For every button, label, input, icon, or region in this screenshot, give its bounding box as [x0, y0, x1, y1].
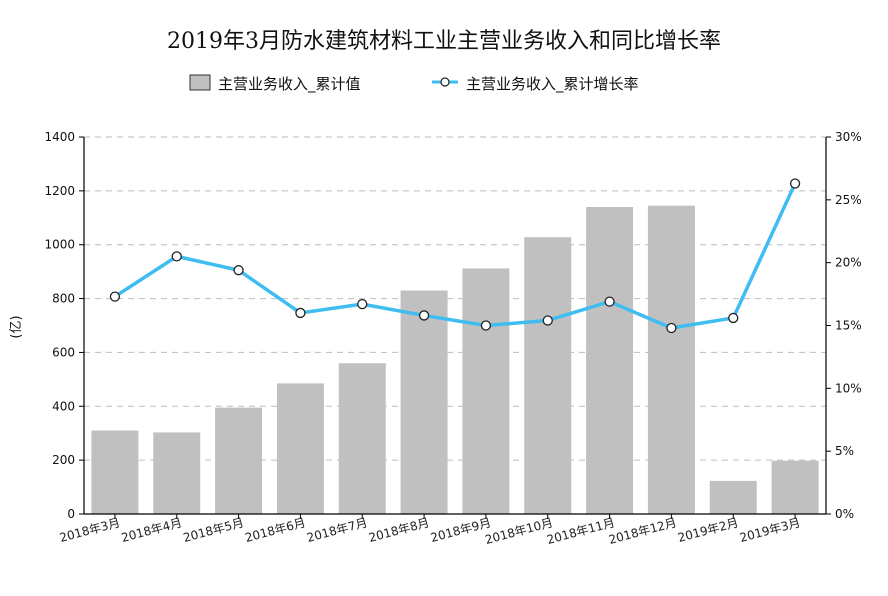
x-tick-label: 2018年9月: [429, 515, 493, 545]
line-series: [109, 178, 801, 334]
y-axis-label: (亿): [9, 315, 24, 338]
bar: [709, 480, 757, 514]
bar: [771, 460, 819, 514]
y2-axis-ticks: 0% 5% 10% 15% 20% 25% 30%: [826, 130, 862, 521]
y-tick-label: 600: [52, 345, 75, 359]
y2-tick-label: 25%: [835, 193, 862, 207]
line-point: [542, 315, 553, 326]
bar: [276, 383, 324, 514]
bar: [153, 432, 201, 514]
y-axis-ticks: 0 200 400 600 800 1000 1200 1400: [44, 130, 84, 521]
line-point: [728, 312, 739, 324]
y2-tick-label: 20%: [835, 256, 862, 270]
bar: [215, 407, 263, 514]
y2-tick-label: 15%: [835, 319, 862, 333]
bar-series: [91, 205, 819, 515]
line-point: [666, 322, 677, 334]
line-point: [233, 265, 244, 276]
y-tick-label: 400: [52, 399, 75, 413]
y-tick-label: 1400: [44, 130, 75, 144]
line-point: [295, 307, 306, 319]
line-point: [480, 320, 492, 331]
x-tick-label: 2018年7月: [305, 515, 369, 545]
line-point: [171, 251, 182, 262]
gridlines: [84, 136, 826, 461]
bar: [400, 290, 448, 514]
legend-line-label: 主营业务收入_累计增长率: [466, 75, 639, 94]
x-tick-label: 2018年4月: [120, 515, 184, 545]
bar: [586, 207, 634, 514]
x-tick-label: 2018年6月: [244, 515, 308, 545]
line-point: [357, 298, 368, 310]
bar: [338, 363, 386, 514]
bar: [647, 205, 695, 515]
bar: [91, 430, 139, 514]
y-tick-label: 200: [52, 453, 75, 467]
legend-bar-swatch: [189, 74, 211, 91]
x-axis-ticks: 2018年3月2018年4月2018年5月2018年6月2018年7月2018年…: [58, 514, 802, 547]
x-tick-label: 2018年12月: [607, 515, 678, 547]
legend: 主营业务收入_累计值 主营业务收入_累计增长率: [189, 74, 639, 94]
legend-bar-label: 主营业务收入_累计值: [218, 75, 361, 94]
growth-line: [113, 182, 797, 330]
line-point: [418, 310, 430, 321]
y2-tick-label: 30%: [835, 130, 862, 144]
bar: [462, 268, 510, 514]
y-tick-label: 1200: [44, 184, 75, 198]
x-tick-label: 2019年2月: [676, 515, 740, 545]
chart-title: 2019年3月防水建筑材料工业主营业务收入和同比增长率: [167, 29, 721, 54]
x-tick-label: 2019年3月: [738, 515, 802, 545]
x-tick-label: 2018年5月: [182, 515, 246, 545]
x-tick-label: 2018年8月: [367, 515, 431, 545]
line-point: [604, 296, 615, 307]
line-point: [789, 178, 801, 189]
y2-tick-label: 10%: [835, 381, 862, 395]
y-tick-label: 800: [52, 292, 75, 306]
bar: [524, 237, 572, 514]
x-tick-label: 2018年11月: [545, 515, 616, 547]
y-tick-label: 0: [67, 507, 75, 521]
y2-tick-label: 0%: [835, 507, 854, 521]
y2-tick-label: 5%: [835, 444, 854, 458]
y-tick-label: 1000: [44, 238, 75, 252]
legend-line-marker: [440, 77, 450, 87]
x-tick-label: 2018年10月: [483, 515, 554, 547]
line-point: [109, 291, 121, 302]
